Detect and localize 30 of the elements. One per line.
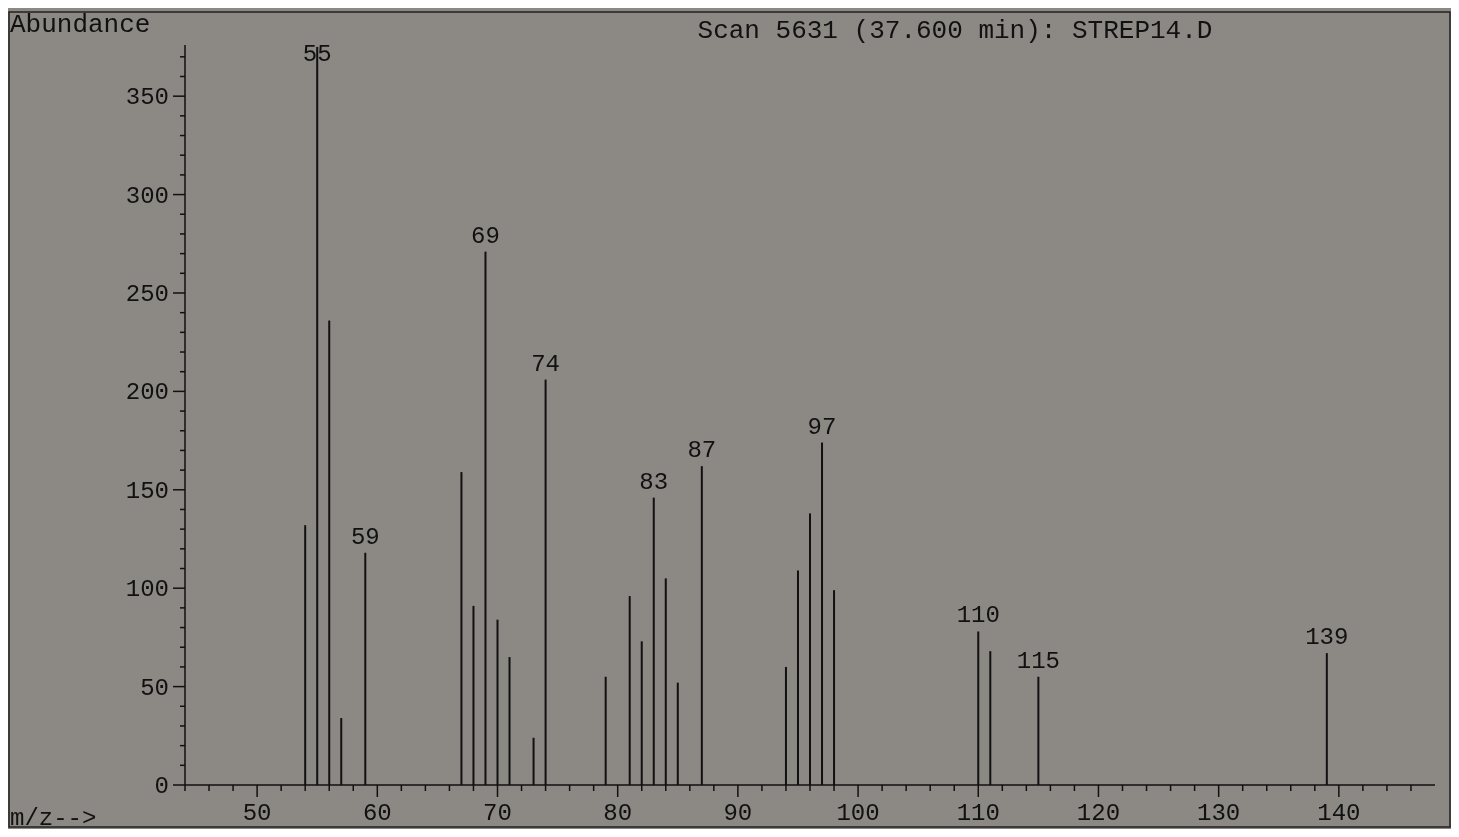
y-tick-label: 150 — [125, 477, 169, 505]
annotation: 139 — [1305, 624, 1349, 652]
x-tick-label: 110 — [956, 800, 1000, 827]
annotation: 74 — [531, 350, 560, 378]
y-tick-label: 200 — [125, 379, 169, 407]
x-tick-label: 100 — [836, 800, 880, 827]
x-tick-label: 50 — [242, 800, 272, 827]
x-tick-label: 60 — [362, 800, 392, 827]
y-tick-label: 350 — [125, 84, 169, 112]
x-tick-label: 90 — [723, 800, 753, 827]
annotation: 59 — [350, 523, 380, 551]
chart-title: Scan 5631 (37.600 min): STREP14.D — [697, 16, 1213, 46]
y-tick-label: 300 — [125, 182, 169, 210]
annotation: 110 — [956, 602, 1000, 630]
y-tick-label: 250 — [125, 280, 169, 308]
y-axis-title: Abundance — [10, 10, 151, 40]
x-tick-label: 80 — [603, 800, 633, 827]
x-axis-title: m/z--> — [10, 805, 97, 832]
y-tick-label: 100 — [125, 576, 169, 604]
y-tick-label: 0 — [154, 773, 169, 800]
annotation: 83 — [639, 468, 669, 496]
annotation: 69 — [471, 222, 500, 250]
x-tick-label: 70 — [483, 800, 512, 827]
y-tick-label: 50 — [140, 674, 169, 702]
annotation: 115 — [1016, 647, 1060, 675]
annotation: 87 — [687, 437, 717, 465]
x-tick-label: 120 — [1076, 800, 1121, 827]
annotation: 97 — [807, 413, 837, 441]
x-tick-label: 130 — [1197, 800, 1241, 827]
x-tick-label: 140 — [1317, 800, 1361, 827]
